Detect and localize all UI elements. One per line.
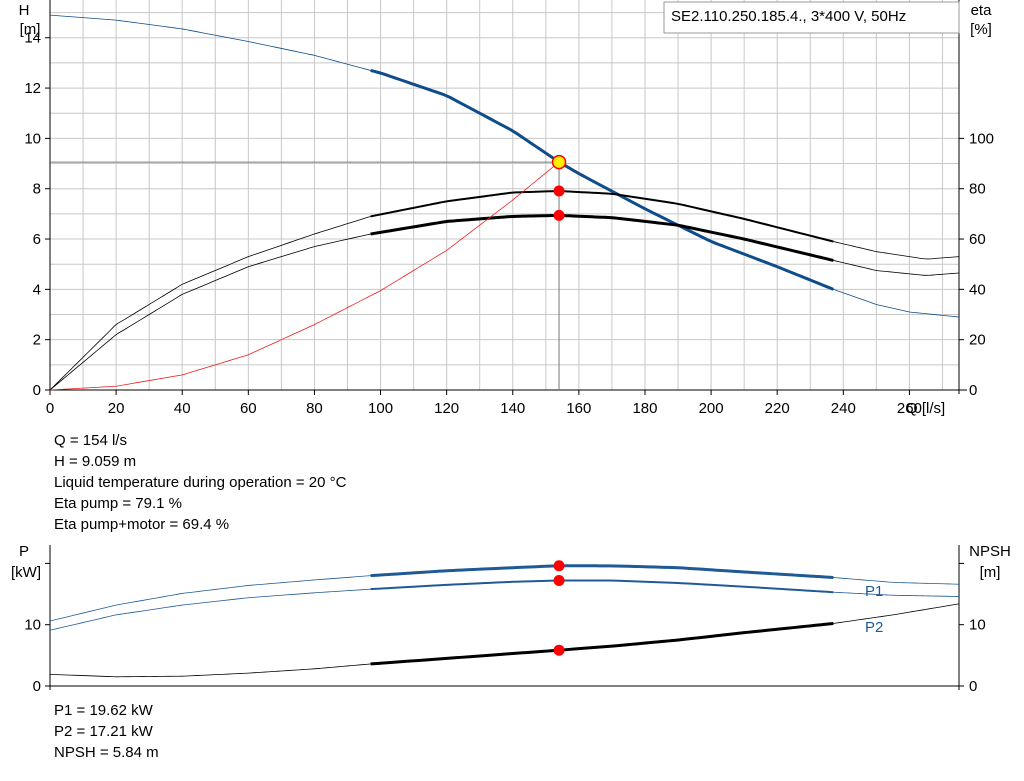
info-p1: P1 = 19.62 kW <box>54 702 153 719</box>
x-tick-label: 100 <box>368 400 393 417</box>
eta-axis-title: eta <box>971 2 993 19</box>
main-chart-tick-labels: 0 20 40 60 80 100 120 140 160 180 200 220 240 2600246… <box>24 30 994 417</box>
main-chart-series <box>49 14 960 391</box>
eta-tick-label: 40 <box>969 281 986 298</box>
x-tick-label: 220 <box>765 400 790 417</box>
npsh-axis-title: NPSH <box>969 543 1011 560</box>
info-h: H = 9.059 m <box>54 453 137 470</box>
info-temperature: Liquid temperature during operation = 20… <box>54 474 347 491</box>
h-curve-operating-range <box>370 68 834 291</box>
eta-tick-label: 80 <box>969 181 986 198</box>
p1-curve-operating-range <box>370 564 834 579</box>
h-tick-label: 2 <box>33 332 41 349</box>
p2-series-label: P2 <box>865 619 883 636</box>
p2-point <box>553 574 565 586</box>
h-curve-thin <box>49 14 960 318</box>
p-axis-title: P <box>19 543 29 560</box>
h-tick-label: 6 <box>33 231 41 248</box>
npsh-tick-label: 0 <box>969 678 977 695</box>
h-axis-unit: [m] <box>20 21 41 38</box>
h-tick-label: 12 <box>24 80 41 97</box>
duty-point <box>551 154 567 170</box>
power-chart-series <box>49 564 960 678</box>
x-tick-label: 240 <box>831 400 856 417</box>
h-tick-label: 14 <box>24 30 41 47</box>
npsh-curve-operating-range <box>370 621 834 666</box>
power-point-info: P1 = 19.62 kW P2 = 17.21 kW NPSH = 5.84 … <box>54 700 159 763</box>
x-tick-label: 60 <box>240 400 257 417</box>
x-tick-label: 180 <box>632 400 657 417</box>
p-tick-label: 10 <box>24 617 41 634</box>
p2-curve-thin <box>49 580 960 631</box>
p-tick-label: 0 <box>33 678 41 695</box>
x-tick-label: 40 <box>174 400 191 417</box>
info-p2: P2 = 17.21 kW <box>54 723 153 740</box>
q-axis-title: Q [l/s] <box>906 400 945 417</box>
x-tick-label: 80 <box>306 400 323 417</box>
npsh-axis-unit: [m] <box>980 564 1001 581</box>
eta-axis-unit: [%] <box>970 21 992 38</box>
main-chart-grid <box>50 0 959 390</box>
h-tick-label: 10 <box>24 130 41 147</box>
duty-point-info: Q = 154 l/s H = 9.059 m Liquid temperatu… <box>54 430 346 535</box>
eta-total-curve-operating-range <box>370 213 834 262</box>
power-chart-points <box>553 560 565 656</box>
eta-pump-curve-operating-range <box>370 190 834 243</box>
main-chart-axes <box>45 0 967 395</box>
x-tick-label: 0 <box>46 400 54 417</box>
eta-pump-curve-thin <box>49 190 960 391</box>
info-eta-pump-motor: Eta pump+motor = 69.4 % <box>54 516 230 533</box>
npsh-point <box>553 644 565 656</box>
eta-tick-label: 100 <box>969 130 994 147</box>
power-chart-axes <box>45 545 964 690</box>
h-axis-title: H <box>19 2 30 19</box>
info-eta-pump: Eta pump = 79.1 % <box>54 495 182 512</box>
eta-pump-point <box>553 185 565 197</box>
x-tick-label: 140 <box>500 400 525 417</box>
npsh-tick-label: 10 <box>969 617 986 634</box>
h-tick-label: 0 <box>33 382 41 399</box>
npsh-curve-thin <box>49 603 960 678</box>
title-box-text: SE2.110.250.185.4., 3*400 V, 50Hz <box>671 8 906 25</box>
info-npsh: NPSH = 5.84 m <box>54 744 159 761</box>
eta-tick-label: 20 <box>969 332 986 349</box>
p1-curve-thin <box>49 565 960 622</box>
info-q: Q = 154 l/s <box>54 432 127 449</box>
eta-tick-label: 60 <box>969 231 986 248</box>
eta-tick-label: 0 <box>969 382 977 399</box>
system-curve <box>49 161 560 391</box>
x-tick-label: 160 <box>566 400 591 417</box>
p-axis-unit: [kW] <box>11 564 41 581</box>
p2-curve-operating-range <box>370 579 834 594</box>
main-chart-points <box>551 154 567 221</box>
x-tick-label: 260 <box>897 400 922 417</box>
x-tick-label: 120 <box>434 400 459 417</box>
x-tick-label: 20 <box>108 400 125 417</box>
power-chart-tick-labels: 0 10 0 10 <box>24 617 985 695</box>
title-box <box>663 1 960 34</box>
x-tick-label: 200 <box>699 400 724 417</box>
eta-total-point <box>553 209 565 221</box>
h-tick-label: 8 <box>33 181 41 198</box>
eta-total-curve-thin <box>49 214 960 391</box>
p1-point <box>553 560 565 572</box>
p1-series-label: P1 <box>865 583 883 600</box>
h-tick-label: 4 <box>33 281 41 298</box>
